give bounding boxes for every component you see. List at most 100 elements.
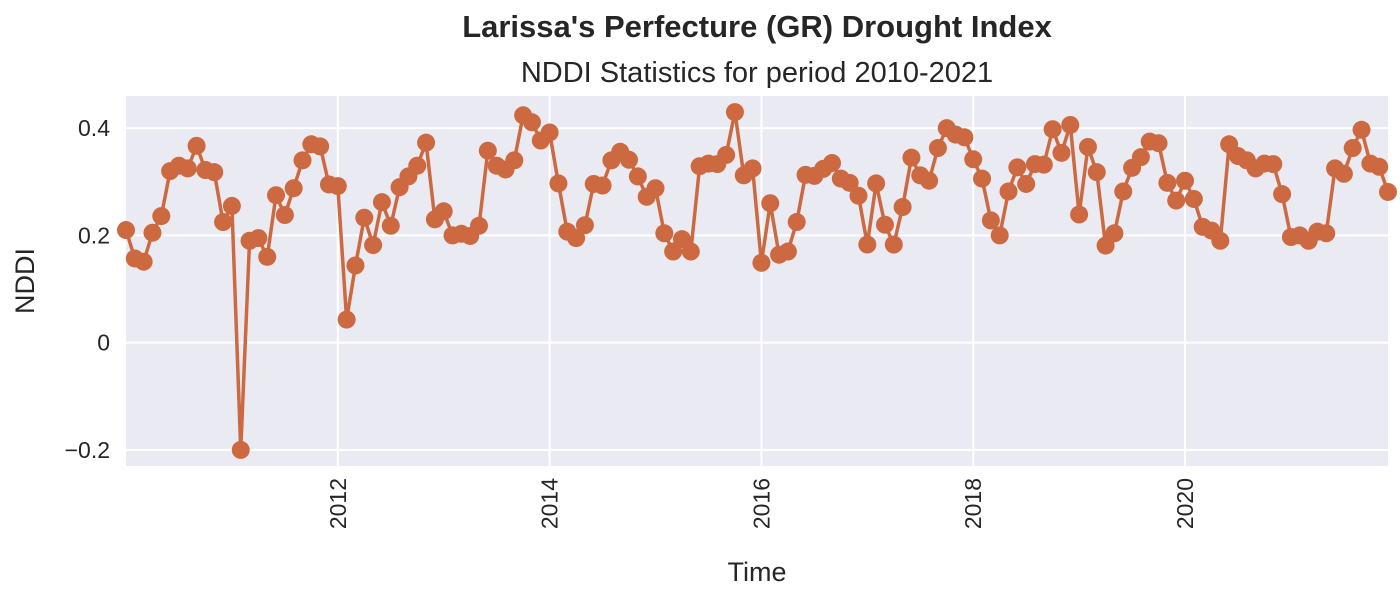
data-point bbox=[567, 229, 586, 248]
data-point bbox=[1343, 139, 1362, 158]
data-point bbox=[355, 208, 374, 227]
data-point bbox=[717, 145, 736, 164]
data-point bbox=[620, 150, 639, 169]
data-point bbox=[1070, 205, 1089, 224]
chart-subtitle: NDDI Statistics for period 2010-2021 bbox=[521, 57, 993, 89]
data-point bbox=[1158, 173, 1177, 192]
data-point bbox=[884, 235, 903, 254]
data-point bbox=[408, 156, 427, 175]
x-tick-label: 2014 bbox=[537, 478, 563, 529]
data-point bbox=[1034, 155, 1053, 174]
data-point bbox=[311, 137, 330, 156]
data-point bbox=[1131, 148, 1150, 167]
x-axis-ticks: 2012 2014 2016 2018 2020 bbox=[325, 478, 1198, 529]
data-point bbox=[152, 207, 171, 226]
data-point bbox=[549, 174, 568, 193]
data-point bbox=[1352, 120, 1371, 139]
data-point bbox=[893, 198, 912, 216]
data-point bbox=[1176, 171, 1195, 190]
data-point bbox=[1105, 224, 1124, 243]
data-point bbox=[787, 213, 806, 232]
data-point bbox=[1379, 182, 1397, 201]
data-point bbox=[955, 128, 974, 147]
data-point bbox=[849, 186, 868, 205]
x-tick-label: 2016 bbox=[748, 478, 774, 529]
data-point bbox=[417, 133, 436, 152]
data-point bbox=[655, 224, 674, 243]
y-axis-ticks: −0.2 0 0.2 0.4 bbox=[65, 115, 111, 463]
y-tick-label: 0.4 bbox=[78, 115, 110, 141]
y-tick-label: 0.2 bbox=[78, 222, 110, 248]
data-point bbox=[470, 216, 489, 235]
data-point bbox=[593, 176, 612, 195]
data-point bbox=[628, 167, 647, 186]
data-point bbox=[778, 242, 797, 261]
data-point bbox=[681, 242, 700, 261]
data-point bbox=[178, 159, 197, 178]
x-axis-label: Time bbox=[728, 557, 787, 587]
data-point bbox=[258, 247, 277, 266]
data-point bbox=[964, 150, 983, 169]
data-point bbox=[522, 113, 541, 132]
plot-area bbox=[126, 96, 1388, 466]
data-point bbox=[1211, 231, 1230, 250]
data-point bbox=[222, 196, 241, 215]
data-point bbox=[875, 215, 894, 234]
data-point bbox=[725, 103, 744, 122]
data-point bbox=[1167, 191, 1186, 210]
data-point bbox=[134, 252, 153, 271]
data-point bbox=[1184, 189, 1203, 208]
data-point bbox=[434, 202, 453, 221]
data-point bbox=[364, 236, 383, 255]
data-point bbox=[231, 440, 250, 459]
data-point bbox=[646, 179, 665, 198]
data-point bbox=[205, 163, 224, 182]
data-point bbox=[337, 310, 356, 329]
data-point bbox=[1317, 224, 1336, 243]
data-point bbox=[761, 194, 780, 213]
data-point bbox=[752, 253, 771, 272]
data-point bbox=[478, 141, 497, 160]
data-point bbox=[372, 193, 391, 212]
data-point bbox=[743, 159, 762, 178]
data-point bbox=[1114, 182, 1133, 201]
y-tick-label: −0.2 bbox=[65, 437, 110, 463]
x-tick-label: 2020 bbox=[1172, 478, 1198, 529]
data-point bbox=[981, 211, 1000, 230]
data-point bbox=[249, 229, 268, 248]
x-tick-label: 2018 bbox=[960, 478, 986, 529]
data-point bbox=[293, 151, 312, 170]
data-point bbox=[275, 206, 294, 225]
data-point bbox=[575, 216, 594, 235]
data-point bbox=[117, 221, 135, 240]
data-point bbox=[858, 235, 877, 254]
data-point bbox=[1052, 143, 1071, 162]
data-point bbox=[867, 174, 886, 193]
data-point bbox=[214, 213, 233, 232]
data-point bbox=[902, 148, 921, 167]
data-point bbox=[999, 182, 1018, 201]
data-point bbox=[505, 151, 524, 170]
data-point bbox=[1264, 155, 1283, 174]
data-point bbox=[1008, 158, 1027, 177]
data-point bbox=[990, 226, 1009, 245]
data-point bbox=[1273, 185, 1292, 204]
series-layer bbox=[117, 103, 1397, 459]
x-tick-label: 2012 bbox=[325, 478, 351, 529]
data-point bbox=[1149, 134, 1168, 153]
data-point bbox=[1370, 157, 1389, 176]
data-point bbox=[1087, 163, 1106, 182]
data-point bbox=[284, 179, 303, 198]
y-tick-label: 0 bbox=[97, 330, 110, 356]
data-point bbox=[328, 177, 347, 196]
data-point bbox=[1017, 174, 1036, 193]
data-point bbox=[381, 216, 400, 235]
data-point bbox=[540, 123, 559, 142]
y-axis-label: NDDI bbox=[10, 248, 40, 314]
data-point bbox=[1043, 120, 1062, 139]
data-point bbox=[143, 223, 162, 242]
data-point bbox=[1061, 115, 1080, 134]
data-point bbox=[1078, 137, 1097, 156]
chart-title: Larissa's Perfecture (GR) Drought Index bbox=[462, 9, 1052, 44]
data-point bbox=[267, 186, 286, 205]
